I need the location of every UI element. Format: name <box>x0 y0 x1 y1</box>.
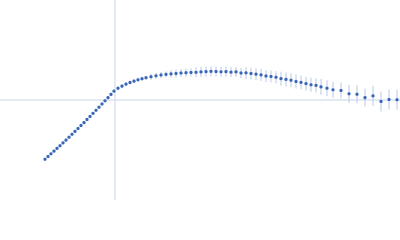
data-point <box>274 75 278 79</box>
data-point <box>174 71 178 76</box>
data-point <box>239 71 243 75</box>
data-point <box>154 74 158 78</box>
data-point <box>234 70 238 74</box>
data-point <box>112 89 116 93</box>
data-point <box>259 73 263 77</box>
data-point <box>79 123 83 128</box>
data-point <box>116 86 120 90</box>
data-point <box>169 72 173 76</box>
data-point <box>132 79 136 83</box>
data-point <box>371 94 375 98</box>
data-point <box>159 73 163 77</box>
data-point <box>339 88 343 93</box>
chart <box>0 0 400 200</box>
data-point <box>144 76 148 80</box>
data-point <box>67 135 71 139</box>
data-point <box>82 121 86 125</box>
data-point <box>254 72 258 76</box>
data-point <box>355 92 359 96</box>
data-point <box>179 71 183 75</box>
data-point <box>264 74 268 78</box>
data-point <box>85 117 89 122</box>
data-point <box>325 86 329 90</box>
data-point <box>120 84 124 88</box>
data-point <box>209 69 213 73</box>
data-point <box>124 82 128 86</box>
data-point <box>299 80 303 84</box>
data-point <box>379 99 383 104</box>
data-point <box>70 132 74 136</box>
data-point <box>109 92 113 96</box>
data-point <box>229 70 233 74</box>
data-point <box>136 78 140 82</box>
data-point <box>309 83 313 87</box>
data-point <box>184 71 188 75</box>
data-point <box>149 75 153 79</box>
data-point <box>103 99 107 103</box>
data-point <box>387 97 391 102</box>
data-point <box>219 70 223 74</box>
data-point <box>46 154 50 159</box>
data-point <box>76 126 80 131</box>
data-point <box>347 92 351 96</box>
data-point <box>214 69 218 74</box>
data-point <box>49 152 53 156</box>
data-point <box>304 82 308 86</box>
data-point <box>289 78 293 82</box>
data-point <box>100 102 104 106</box>
data-point <box>43 157 47 161</box>
data-point <box>199 70 203 74</box>
data-point <box>91 111 95 115</box>
data-point <box>61 141 65 145</box>
data-point <box>331 88 335 92</box>
data-point <box>319 85 323 89</box>
data-point <box>94 108 98 112</box>
data-point <box>249 71 253 76</box>
data-point <box>395 98 399 102</box>
data-point <box>52 149 56 153</box>
data-point <box>64 138 68 142</box>
page: (() => { const data = JSON.parse(documen… <box>0 0 400 200</box>
data-point <box>244 71 248 75</box>
data-point <box>164 72 168 76</box>
data-point <box>363 96 367 100</box>
data-point <box>128 80 132 85</box>
data-point <box>204 70 208 74</box>
data-point <box>88 114 92 119</box>
data-point <box>58 144 62 148</box>
data-point <box>55 146 59 150</box>
data-point <box>224 70 228 74</box>
data-point <box>279 77 283 81</box>
data-point <box>106 96 110 100</box>
data-point <box>194 70 198 74</box>
data-point <box>140 77 144 81</box>
data-point <box>97 105 101 109</box>
data-point <box>314 83 318 87</box>
data-point <box>284 77 288 81</box>
data-point <box>73 129 77 133</box>
data-point <box>294 79 298 84</box>
data-point <box>189 70 193 75</box>
data-point <box>269 74 273 79</box>
